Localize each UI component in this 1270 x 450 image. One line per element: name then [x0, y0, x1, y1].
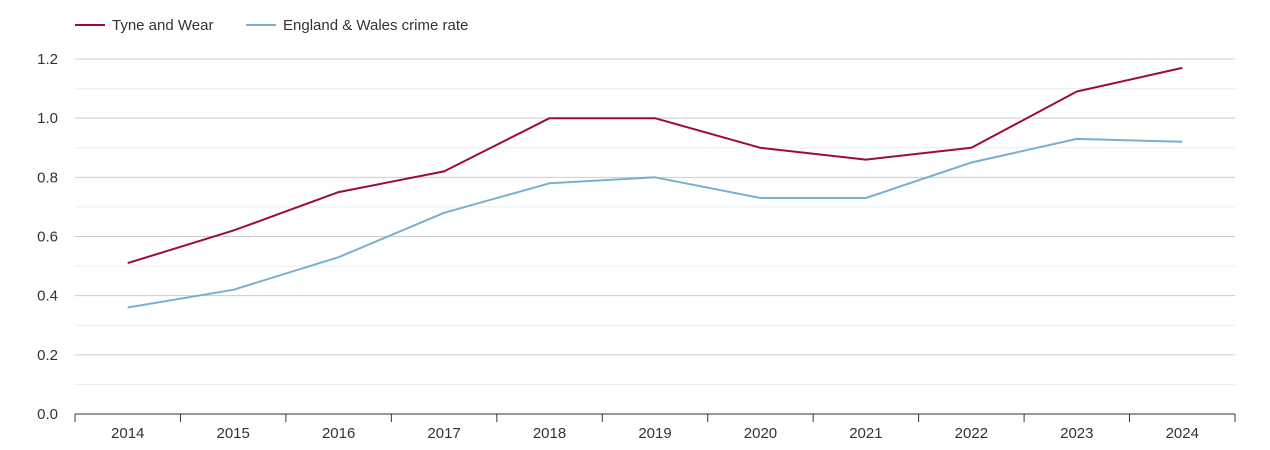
series-lines [127, 66, 1183, 309]
x-axis-ticks: 2014 2015 2016 2017 2018 2019 2020 2021 2022 2023… [74, 414, 1236, 442]
x-tick-label: 2022 [955, 425, 988, 442]
x-tick-label: 2016 [322, 425, 355, 442]
x-tick-label: 2015 [216, 425, 249, 442]
y-tick-label: 0.4 [37, 288, 58, 305]
legend: Tyne and Wear England & Wales crime rate [75, 17, 468, 34]
x-tick-label: 2020 [744, 425, 777, 442]
series-line [127, 137, 1183, 309]
y-tick-label: 0.6 [37, 229, 58, 246]
y-tick-label: 1.2 [37, 51, 58, 68]
gridlines [75, 58, 1235, 415]
x-tick-label: 2017 [427, 425, 460, 442]
x-tick-label: 2014 [111, 425, 144, 442]
x-tick-label: 2021 [849, 425, 882, 442]
x-tick-label: 2024 [1166, 425, 1199, 442]
y-tick-label: 0.2 [37, 347, 58, 364]
series-line [127, 66, 1183, 265]
y-axis-ticks: 0.0 0.2 0.4 0.6 0.8 1.0 1.2 [37, 51, 58, 423]
legend-label: Tyne and Wear [112, 17, 213, 34]
x-tick-label: 2019 [638, 425, 671, 442]
x-tick-label: 2018 [533, 425, 566, 442]
y-tick-label: 0.8 [37, 169, 58, 186]
y-tick-label: 1.0 [37, 110, 58, 127]
y-tick-label: 0.0 [37, 406, 58, 423]
legend-label: England & Wales crime rate [283, 17, 468, 34]
x-tick-label: 2023 [1060, 425, 1093, 442]
